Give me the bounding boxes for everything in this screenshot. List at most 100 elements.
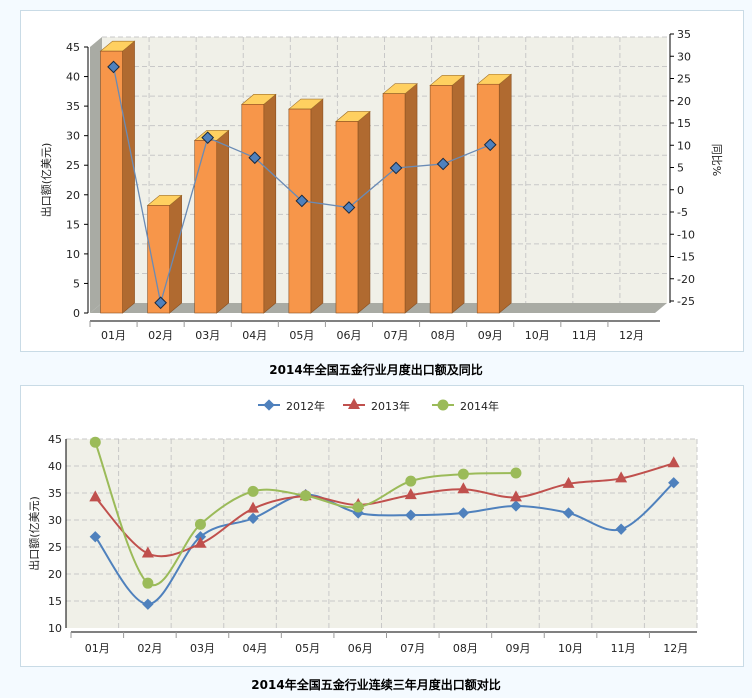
circle-marker — [352, 501, 364, 513]
x-tick-label: 03月 — [190, 642, 215, 655]
diamond-marker — [194, 531, 207, 543]
y-tick-label: 15 — [66, 218, 80, 231]
bar — [382, 93, 406, 314]
x-tick-label: 12月 — [663, 642, 688, 655]
triangle-marker — [404, 488, 417, 500]
x-tick-label: 08月 — [453, 642, 478, 655]
x-tick-label: 07月 — [400, 642, 425, 655]
growth-marker — [154, 296, 167, 310]
diamond-marker — [562, 507, 575, 519]
x-tick-label: 01月 — [85, 642, 110, 655]
y2-axis-label: 同比% — [710, 144, 723, 176]
circle-marker — [142, 577, 154, 589]
y2-tick-label: -20 — [677, 273, 695, 286]
y-tick-label: 20 — [48, 568, 62, 581]
y2-tick-label: -10 — [677, 228, 695, 241]
circle-marker — [89, 436, 101, 448]
y-tick-label: 10 — [66, 248, 80, 261]
plot-background — [66, 439, 697, 628]
y-tick-label: 35 — [66, 100, 80, 113]
x-tick-label: 04月 — [242, 329, 267, 342]
y2-tick-label: -5 — [677, 206, 688, 219]
diamond-marker — [142, 598, 154, 610]
triangle-marker — [348, 398, 360, 409]
diamond-marker — [457, 507, 470, 519]
circle-marker — [247, 485, 259, 497]
growth-marker — [295, 194, 309, 208]
y2-tick-label: -15 — [677, 251, 695, 264]
x-tick-label: 12月 — [619, 329, 644, 342]
growth-marker — [107, 60, 120, 74]
chart2-title: 2014年全国五金行业连续三年月度出口额对比 — [251, 678, 501, 692]
x-tick-label: 09月 — [478, 329, 503, 342]
x-tick-label: 04月 — [243, 642, 268, 655]
x-tick-label: 02月 — [137, 642, 162, 655]
x-tick-label: 05月 — [295, 642, 320, 655]
diamond-marker — [668, 477, 680, 489]
x-tick-label: 05月 — [289, 329, 314, 342]
x-tick-label: 10月 — [558, 642, 583, 655]
y2-tick-label: 5 — [677, 162, 684, 175]
legend-label: 2013年 — [371, 399, 410, 413]
growth-marker — [389, 161, 403, 175]
y-tick-label: 30 — [48, 514, 62, 527]
circle-marker — [457, 468, 469, 480]
y2-tick-label: 20 — [677, 95, 691, 108]
y-tick-label: 5 — [73, 277, 80, 290]
triangle-marker — [509, 490, 522, 502]
y-tick-label: 30 — [66, 130, 80, 143]
y-tick-label: 45 — [48, 433, 62, 446]
triangle-marker — [457, 482, 470, 494]
x-tick-label: 01月 — [101, 329, 126, 342]
circle-marker — [510, 467, 522, 479]
left-wall — [90, 37, 102, 313]
y2-tick-label: 30 — [677, 50, 691, 63]
y2-tick-label: 25 — [677, 73, 691, 86]
triangle-marker — [247, 501, 260, 513]
y-tick-label: 25 — [66, 159, 80, 172]
triangle-marker — [562, 476, 575, 488]
growth-marker — [342, 201, 356, 214]
circle-marker — [194, 518, 206, 530]
y2-tick-label: 15 — [677, 117, 691, 130]
bar — [288, 108, 312, 314]
legend-label: 2014年 — [460, 399, 499, 413]
chart1-title: 2014年全国五金行业月度出口额及同比 — [269, 363, 483, 377]
growth-marker — [201, 131, 215, 145]
y-tick-label: 40 — [66, 71, 80, 84]
x-tick-label: 06月 — [348, 642, 373, 655]
x-tick-label: 08月 — [431, 329, 456, 342]
x-tick-label: 11月 — [572, 329, 597, 342]
x-tick-label: 07月 — [384, 329, 409, 342]
growth-marker — [483, 138, 497, 152]
triangle-marker — [615, 471, 628, 483]
y-tick-label: 35 — [48, 487, 62, 500]
y-tick-label: 25 — [48, 541, 62, 554]
plot-background — [90, 37, 667, 303]
bar — [147, 205, 170, 314]
y-tick-label: 15 — [48, 595, 62, 608]
x-tick-label: 03月 — [195, 329, 220, 342]
series-line — [94, 481, 675, 606]
y-tick-label: 10 — [48, 622, 62, 635]
y-axis-label: 出口额(亿美元) — [27, 496, 41, 571]
growth-marker — [248, 151, 262, 165]
triangle-marker — [194, 536, 207, 548]
bar — [429, 85, 453, 314]
y2-tick-label: 35 — [677, 28, 691, 41]
x-tick-label: 10月 — [525, 329, 550, 342]
growth-marker — [436, 157, 450, 171]
y-tick-label: 40 — [48, 460, 62, 473]
diamond-marker — [405, 509, 417, 521]
legend-label: 2012年 — [286, 399, 325, 413]
y2-tick-label: -25 — [677, 295, 695, 308]
y-tick-label: 20 — [66, 189, 80, 202]
diamond-marker — [263, 399, 275, 411]
bar — [100, 50, 123, 314]
y2-tick-label: 10 — [677, 139, 691, 152]
x-tick-label: 02月 — [148, 329, 173, 342]
circle-marker — [300, 490, 312, 502]
x-tick-label: 06月 — [336, 329, 361, 342]
y2-tick-label: 0 — [677, 184, 684, 197]
